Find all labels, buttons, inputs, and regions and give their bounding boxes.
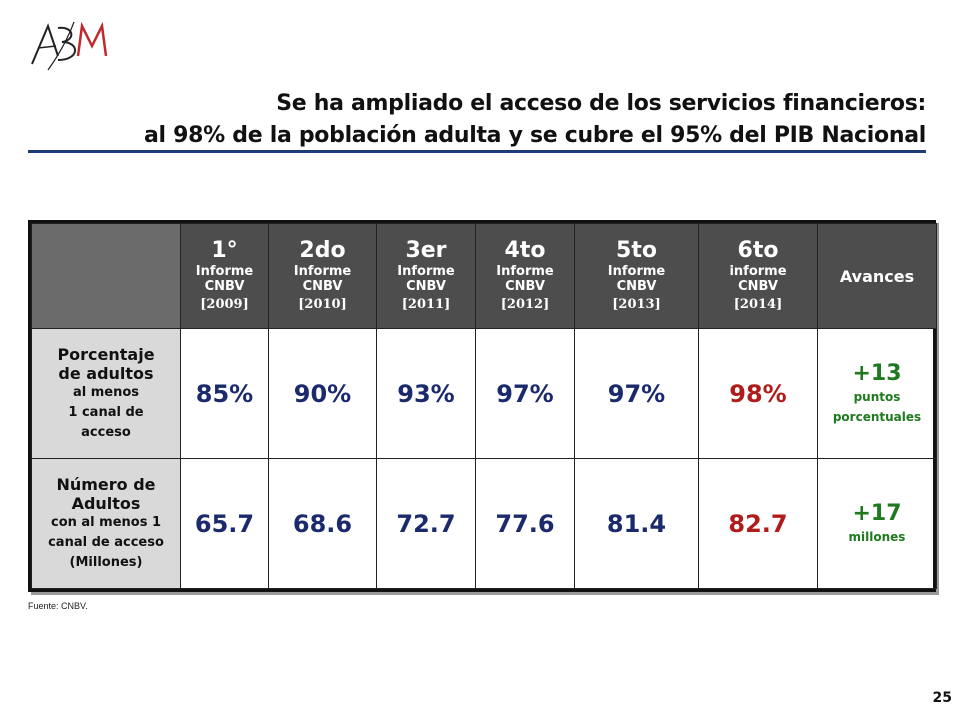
value-cell-2014: 98% <box>698 328 818 459</box>
report-year: [2013] <box>612 297 661 312</box>
row-label-adults: Número de Adultos con al menos 1 canal d… <box>31 458 181 589</box>
advance-value: +13 <box>852 360 902 386</box>
report-source: CNBV <box>616 279 657 294</box>
report-ordinal: 6to <box>737 238 779 263</box>
row-label-line: Porcentaje <box>57 344 155 364</box>
advance-unit: porcentuales <box>832 409 922 424</box>
row-label-line: con al menos 1 <box>50 514 162 530</box>
report-label: informe <box>729 264 787 279</box>
header-corner-cell <box>31 223 181 329</box>
value-cell-2012: 77.6 <box>475 458 575 589</box>
value-cell-2010: 68.6 <box>268 458 377 589</box>
report-year: [2009] <box>200 297 249 312</box>
header-report-6: 6to informe CNBV [2014] <box>698 223 818 329</box>
report-label: Informe <box>195 264 254 279</box>
value-cell-2011: 93% <box>376 328 476 459</box>
value-cell-2014: 82.7 <box>698 458 818 589</box>
row-label-line: Adultos <box>71 493 141 513</box>
financial-access-table: 1° Informe CNBV [2009] 2do Informe CNBV … <box>28 220 937 592</box>
value-cell-2010: 90% <box>268 328 377 459</box>
report-label: Informe <box>607 264 666 279</box>
value-cell-2012: 97% <box>475 328 575 459</box>
report-label: Informe <box>496 264 554 279</box>
report-label: Informe <box>293 264 352 279</box>
slide-title: Se ha ampliado el acceso de los servicio… <box>46 88 926 152</box>
report-source: CNBV <box>302 279 343 294</box>
value-cell-2013: 81.4 <box>574 458 699 589</box>
report-source: CNBV <box>204 279 245 294</box>
header-report-2: 2do Informe CNBV [2010] <box>268 223 377 329</box>
advance-cell-percentage: +13 puntos porcentuales <box>817 328 937 459</box>
report-ordinal: 1° <box>211 238 238 263</box>
row-label-line: canal de acceso <box>48 534 164 550</box>
title-underline <box>28 150 926 153</box>
value-cell-2013: 97% <box>574 328 699 459</box>
page-number: 25 <box>932 690 952 706</box>
advances-label: Avances <box>839 266 915 286</box>
row-label-line: 1 canal de <box>68 404 144 420</box>
report-year: [2014] <box>733 297 783 312</box>
row-label-line: Número de <box>56 474 156 494</box>
report-ordinal: 3er <box>405 238 447 263</box>
advance-unit: millones <box>848 529 906 544</box>
table-header-row: 1° Informe CNBV [2009] 2do Informe CNBV … <box>31 223 937 329</box>
header-report-4: 4to Informe CNBV [2012] <box>475 223 575 329</box>
header-advances: Avances <box>817 223 937 329</box>
report-ordinal: 2do <box>299 238 346 263</box>
row-label-line: al menos <box>72 384 140 400</box>
advance-unit: puntos <box>853 389 901 404</box>
advance-value: +17 <box>852 500 902 526</box>
value-cell-2009: 65.7 <box>180 458 269 589</box>
table-row-adults: Número de Adultos con al menos 1 canal d… <box>31 458 937 589</box>
row-label-line: de adultos <box>58 363 154 383</box>
title-line-1: Se ha ampliado el acceso de los servicio… <box>276 91 926 116</box>
report-ordinal: 5to <box>616 238 657 263</box>
report-ordinal: 4to <box>504 238 546 263</box>
header-report-1: 1° Informe CNBV [2009] <box>180 223 269 329</box>
row-label-line: (Millones) <box>69 554 143 570</box>
title-line-2: al 98% de la población adulta y se cubre… <box>144 123 926 148</box>
report-source: CNBV <box>505 279 545 294</box>
report-label: Informe <box>397 264 455 279</box>
table-row-percentage: Porcentaje de adultos al menos 1 canal d… <box>31 328 937 459</box>
report-year: [2010] <box>298 297 347 312</box>
value-cell-2009: 85% <box>180 328 269 459</box>
value-cell-2011: 72.7 <box>376 458 476 589</box>
report-source: CNBV <box>738 279 778 294</box>
row-label-line: acceso <box>81 424 131 440</box>
report-source: CNBV <box>406 279 446 294</box>
abm-logo <box>28 16 118 74</box>
row-label-percentage: Porcentaje de adultos al menos 1 canal d… <box>31 328 181 459</box>
advance-cell-adults: +17 millones <box>817 458 937 589</box>
report-year: [2012] <box>500 297 550 312</box>
source-note: Fuente: CNBV. <box>28 601 88 611</box>
header-report-3: 3er Informe CNBV [2011] <box>376 223 476 329</box>
header-report-5: 5to Informe CNBV [2013] <box>574 223 699 329</box>
report-year: [2011] <box>401 297 451 312</box>
